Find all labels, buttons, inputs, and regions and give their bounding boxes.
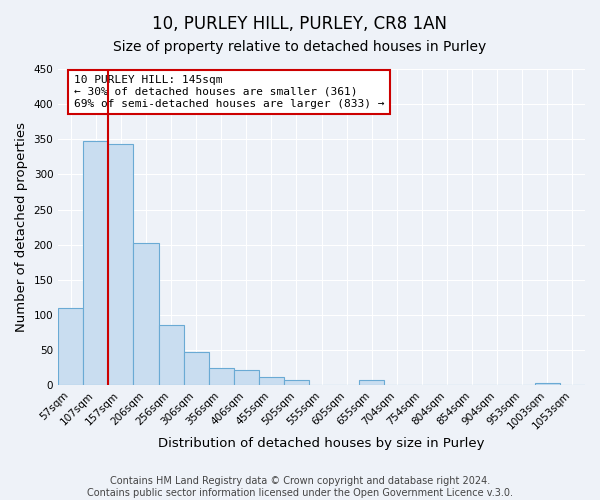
Bar xyxy=(133,242,158,385)
Bar xyxy=(359,380,385,385)
Bar xyxy=(83,140,109,385)
Bar xyxy=(284,380,309,385)
Text: 10 PURLEY HILL: 145sqm
← 30% of detached houses are smaller (361)
69% of semi-de: 10 PURLEY HILL: 145sqm ← 30% of detached… xyxy=(74,76,385,108)
Bar xyxy=(234,370,259,385)
X-axis label: Distribution of detached houses by size in Purley: Distribution of detached houses by size … xyxy=(158,437,485,450)
Bar xyxy=(209,368,234,385)
Bar xyxy=(109,144,133,385)
Text: Size of property relative to detached houses in Purley: Size of property relative to detached ho… xyxy=(113,40,487,54)
Bar xyxy=(58,308,83,385)
Bar xyxy=(259,376,284,385)
Text: 10, PURLEY HILL, PURLEY, CR8 1AN: 10, PURLEY HILL, PURLEY, CR8 1AN xyxy=(152,15,448,33)
Bar xyxy=(184,352,209,385)
Text: Contains HM Land Registry data © Crown copyright and database right 2024.
Contai: Contains HM Land Registry data © Crown c… xyxy=(87,476,513,498)
Y-axis label: Number of detached properties: Number of detached properties xyxy=(15,122,28,332)
Bar xyxy=(158,326,184,385)
Bar xyxy=(535,383,560,385)
